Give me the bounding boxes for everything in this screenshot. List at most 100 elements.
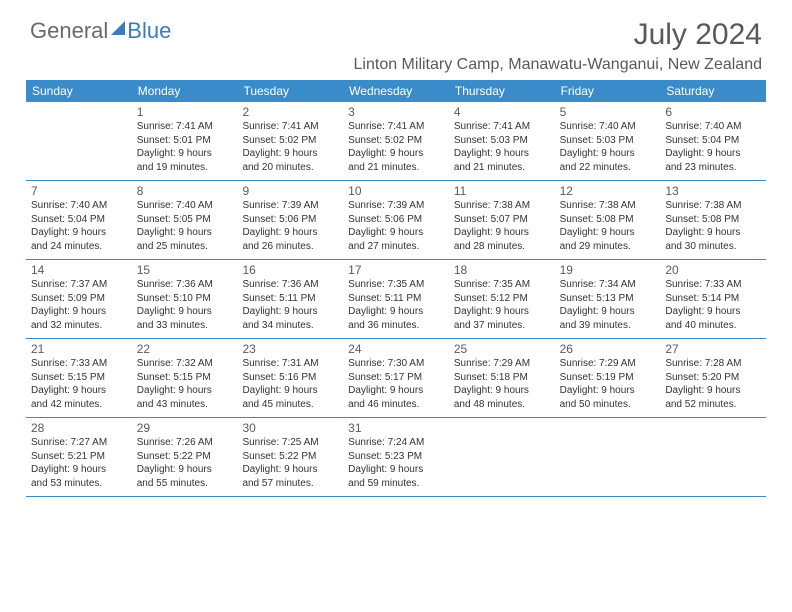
sunset-text: Sunset: 5:04 PM (31, 213, 127, 227)
calendar-cell: 22Sunrise: 7:32 AMSunset: 5:15 PMDayligh… (132, 339, 238, 417)
daylight1-text: Daylight: 9 hours (242, 147, 338, 161)
daylight2-text: and 50 minutes. (560, 398, 656, 412)
daylight1-text: Daylight: 9 hours (348, 226, 444, 240)
calendar-cell: 23Sunrise: 7:31 AMSunset: 5:16 PMDayligh… (237, 339, 343, 417)
daylight2-text: and 20 minutes. (242, 161, 338, 175)
sunset-text: Sunset: 5:21 PM (31, 450, 127, 464)
daylight2-text: and 30 minutes. (665, 240, 761, 254)
sunset-text: Sunset: 5:11 PM (242, 292, 338, 306)
sunset-text: Sunset: 5:07 PM (454, 213, 550, 227)
daylight2-text: and 19 minutes. (137, 161, 233, 175)
sunset-text: Sunset: 5:02 PM (348, 134, 444, 148)
daylight1-text: Daylight: 9 hours (31, 226, 127, 240)
calendar-cell: 13Sunrise: 7:38 AMSunset: 5:08 PMDayligh… (660, 181, 766, 259)
daylight2-text: and 32 minutes. (31, 319, 127, 333)
sunset-text: Sunset: 5:08 PM (665, 213, 761, 227)
daylight2-text: and 48 minutes. (454, 398, 550, 412)
daylight1-text: Daylight: 9 hours (665, 305, 761, 319)
day-number: 9 (242, 184, 338, 198)
calendar-cell: 8Sunrise: 7:40 AMSunset: 5:05 PMDaylight… (132, 181, 238, 259)
sunrise-text: Sunrise: 7:28 AM (665, 357, 761, 371)
day-number: 22 (137, 342, 233, 356)
calendar-cell: 3Sunrise: 7:41 AMSunset: 5:02 PMDaylight… (343, 102, 449, 180)
day-number: 15 (137, 263, 233, 277)
daylight2-text: and 42 minutes. (31, 398, 127, 412)
daylight1-text: Daylight: 9 hours (560, 226, 656, 240)
calendar-cell: 24Sunrise: 7:30 AMSunset: 5:17 PMDayligh… (343, 339, 449, 417)
sunrise-text: Sunrise: 7:35 AM (348, 278, 444, 292)
day-number: 26 (560, 342, 656, 356)
daylight2-text: and 46 minutes. (348, 398, 444, 412)
daylight1-text: Daylight: 9 hours (348, 463, 444, 477)
calendar-cell (449, 418, 555, 496)
day-number: 12 (560, 184, 656, 198)
sunrise-text: Sunrise: 7:40 AM (560, 120, 656, 134)
daylight2-text: and 33 minutes. (137, 319, 233, 333)
calendar-header-row: Sunday Monday Tuesday Wednesday Thursday… (26, 80, 766, 102)
calendar-cell: 21Sunrise: 7:33 AMSunset: 5:15 PMDayligh… (26, 339, 132, 417)
daylight2-text: and 27 minutes. (348, 240, 444, 254)
sunset-text: Sunset: 5:20 PM (665, 371, 761, 385)
calendar-cell: 31Sunrise: 7:24 AMSunset: 5:23 PMDayligh… (343, 418, 449, 496)
daylight2-text: and 55 minutes. (137, 477, 233, 491)
sunrise-text: Sunrise: 7:31 AM (242, 357, 338, 371)
day-header: Monday (132, 80, 238, 102)
day-number: 31 (348, 421, 444, 435)
calendar-cell: 16Sunrise: 7:36 AMSunset: 5:11 PMDayligh… (237, 260, 343, 338)
sunset-text: Sunset: 5:22 PM (242, 450, 338, 464)
day-number: 25 (454, 342, 550, 356)
daylight1-text: Daylight: 9 hours (665, 384, 761, 398)
day-number: 30 (242, 421, 338, 435)
daylight1-text: Daylight: 9 hours (137, 463, 233, 477)
daylight1-text: Daylight: 9 hours (560, 305, 656, 319)
day-number: 21 (31, 342, 127, 356)
day-number: 27 (665, 342, 761, 356)
daylight1-text: Daylight: 9 hours (348, 147, 444, 161)
day-header: Saturday (660, 80, 766, 102)
day-number: 16 (242, 263, 338, 277)
calendar-cell (660, 418, 766, 496)
daylight2-text: and 29 minutes. (560, 240, 656, 254)
daylight2-text: and 37 minutes. (454, 319, 550, 333)
daylight2-text: and 23 minutes. (665, 161, 761, 175)
brand-part1: General (30, 18, 108, 44)
sunrise-text: Sunrise: 7:33 AM (665, 278, 761, 292)
sunrise-text: Sunrise: 7:35 AM (454, 278, 550, 292)
sunrise-text: Sunrise: 7:30 AM (348, 357, 444, 371)
calendar-row: 21Sunrise: 7:33 AMSunset: 5:15 PMDayligh… (26, 339, 766, 418)
daylight2-text: and 28 minutes. (454, 240, 550, 254)
sunset-text: Sunset: 5:08 PM (560, 213, 656, 227)
daylight2-text: and 59 minutes. (348, 477, 444, 491)
sunset-text: Sunset: 5:23 PM (348, 450, 444, 464)
sunset-text: Sunset: 5:17 PM (348, 371, 444, 385)
calendar-cell: 28Sunrise: 7:27 AMSunset: 5:21 PMDayligh… (26, 418, 132, 496)
daylight2-text: and 34 minutes. (242, 319, 338, 333)
daylight1-text: Daylight: 9 hours (454, 147, 550, 161)
daylight1-text: Daylight: 9 hours (242, 463, 338, 477)
day-number: 11 (454, 184, 550, 198)
daylight2-text: and 21 minutes. (348, 161, 444, 175)
calendar-cell: 7Sunrise: 7:40 AMSunset: 5:04 PMDaylight… (26, 181, 132, 259)
day-number: 18 (454, 263, 550, 277)
day-number: 6 (665, 105, 761, 119)
day-number: 3 (348, 105, 444, 119)
sunset-text: Sunset: 5:22 PM (137, 450, 233, 464)
calendar-cell: 25Sunrise: 7:29 AMSunset: 5:18 PMDayligh… (449, 339, 555, 417)
day-header: Thursday (449, 80, 555, 102)
sunset-text: Sunset: 5:06 PM (348, 213, 444, 227)
day-number: 5 (560, 105, 656, 119)
daylight1-text: Daylight: 9 hours (137, 147, 233, 161)
sunrise-text: Sunrise: 7:38 AM (560, 199, 656, 213)
sunset-text: Sunset: 5:06 PM (242, 213, 338, 227)
calendar-cell: 5Sunrise: 7:40 AMSunset: 5:03 PMDaylight… (555, 102, 661, 180)
sunrise-text: Sunrise: 7:25 AM (242, 436, 338, 450)
daylight1-text: Daylight: 9 hours (242, 226, 338, 240)
daylight1-text: Daylight: 9 hours (242, 384, 338, 398)
calendar-cell: 4Sunrise: 7:41 AMSunset: 5:03 PMDaylight… (449, 102, 555, 180)
day-header: Friday (555, 80, 661, 102)
day-number: 20 (665, 263, 761, 277)
calendar-body: 1Sunrise: 7:41 AMSunset: 5:01 PMDaylight… (26, 102, 766, 497)
sunset-text: Sunset: 5:12 PM (454, 292, 550, 306)
daylight1-text: Daylight: 9 hours (454, 226, 550, 240)
sunrise-text: Sunrise: 7:38 AM (665, 199, 761, 213)
